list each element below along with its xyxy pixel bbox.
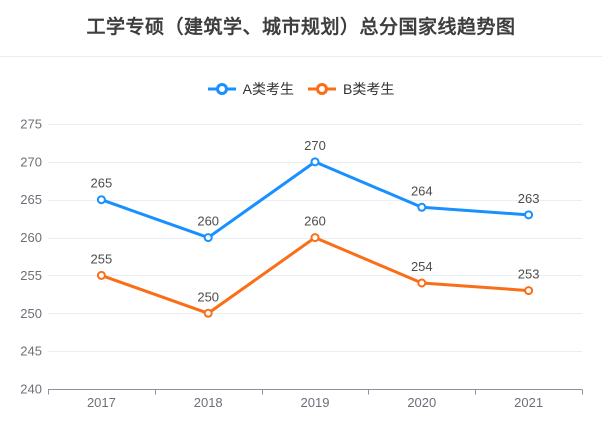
x-axis-tick-label: 2020 bbox=[407, 395, 436, 410]
legend-line-marker-icon bbox=[308, 83, 336, 95]
data-point-marker[interactable] bbox=[524, 286, 534, 296]
x-axis-tick-label: 2019 bbox=[301, 395, 330, 410]
data-point-marker[interactable] bbox=[203, 308, 213, 318]
y-axis-tick-label: 240 bbox=[20, 382, 42, 397]
y-axis-tick-label: 265 bbox=[20, 192, 42, 207]
x-axis-tick-label: 2021 bbox=[514, 395, 543, 410]
y-axis-tick-label: 250 bbox=[20, 306, 42, 321]
data-point-marker[interactable] bbox=[203, 233, 213, 243]
data-point-label: 260 bbox=[304, 214, 326, 229]
data-point-marker[interactable] bbox=[96, 195, 106, 205]
data-point-label: 270 bbox=[304, 138, 326, 153]
data-point-marker[interactable] bbox=[417, 202, 427, 212]
data-point-label: 254 bbox=[411, 259, 433, 274]
data-point-marker[interactable] bbox=[310, 157, 320, 167]
data-point-label: 265 bbox=[91, 176, 113, 191]
legend-item-1[interactable]: B类考生 bbox=[308, 82, 394, 96]
x-axis-tick-label: 2018 bbox=[194, 395, 223, 410]
y-axis-tick-label: 260 bbox=[20, 230, 42, 245]
data-point-marker[interactable] bbox=[96, 270, 106, 280]
legend-label: B类考生 bbox=[343, 81, 395, 97]
y-axis-tick-label: 255 bbox=[20, 268, 42, 283]
legend-line-marker-icon bbox=[207, 83, 236, 95]
data-point-marker[interactable] bbox=[524, 210, 534, 220]
data-point-label: 253 bbox=[518, 267, 540, 282]
data-point-label: 263 bbox=[518, 191, 540, 206]
title-divider bbox=[0, 56, 602, 57]
legend-label: A类考生 bbox=[242, 81, 294, 97]
data-point-marker[interactable] bbox=[310, 233, 320, 243]
y-axis-tick-label: 245 bbox=[20, 344, 42, 359]
data-point-label: 250 bbox=[197, 289, 219, 304]
data-point-label: 260 bbox=[197, 214, 219, 229]
y-axis-tick-label: 270 bbox=[20, 154, 42, 169]
data-point-marker[interactable] bbox=[417, 278, 427, 288]
chart-title: 工学专硕（建筑学、城市规划）总分国家线趋势图 bbox=[86, 17, 516, 38]
chart-legend: A类考生 B类考生 bbox=[0, 78, 602, 100]
y-axis-tick-label: 275 bbox=[20, 117, 42, 132]
data-point-label: 264 bbox=[411, 183, 433, 198]
data-point-label: 255 bbox=[91, 251, 113, 266]
legend-item-0[interactable]: A类考生 bbox=[207, 81, 294, 97]
x-axis-tick-label: 2017 bbox=[87, 395, 116, 410]
